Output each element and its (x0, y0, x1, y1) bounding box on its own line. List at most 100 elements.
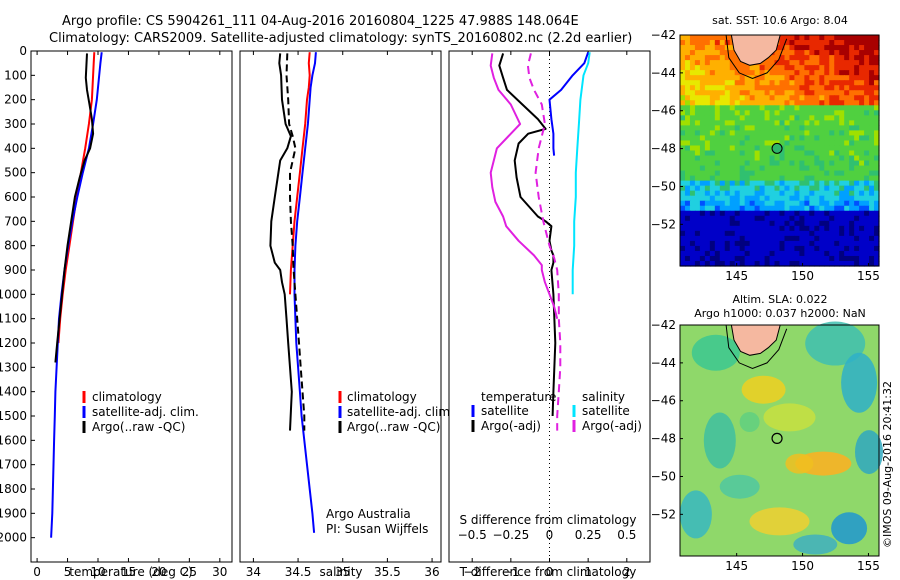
sst-cell (719, 185, 726, 192)
sst-cell (804, 165, 810, 172)
sst-cell (789, 200, 796, 207)
sst-cell (759, 185, 766, 192)
sst-cell (824, 240, 830, 247)
sst-cell (714, 205, 721, 212)
sst-cell (729, 255, 736, 262)
sst-cell (684, 250, 691, 257)
sst-cell (749, 200, 756, 207)
sst-cell (804, 185, 810, 192)
sst-cell (724, 155, 731, 162)
sst-cell (859, 100, 865, 106)
sst-cell (829, 105, 835, 111)
sst-cell (804, 100, 810, 106)
sst-cell (734, 185, 741, 192)
sst-cell (729, 95, 736, 101)
sst-cell (844, 165, 850, 172)
sst-cell (689, 200, 696, 207)
sst-cell (724, 115, 731, 121)
sst-cell (754, 185, 761, 192)
sst-cell (839, 80, 845, 86)
sst-cell (824, 105, 830, 111)
sst-cell (680, 85, 686, 91)
sst-cell (789, 260, 796, 267)
sst-cell (814, 50, 820, 56)
sst-cell (809, 40, 815, 46)
sst-cell (854, 60, 860, 66)
sst-cell (854, 200, 860, 207)
sst-cell (864, 145, 870, 152)
sst-cell (799, 110, 805, 116)
sst-cell (784, 225, 791, 232)
x2-tick-label: 0.25 (575, 528, 602, 542)
sst-cell (809, 145, 815, 152)
sst-cell (794, 65, 800, 71)
sst-cell (874, 190, 880, 197)
sst-cell (869, 145, 875, 152)
sst-cell (794, 240, 800, 247)
sst-cell (724, 255, 731, 262)
sst-cell (749, 90, 756, 96)
sst-cell (744, 250, 751, 257)
sst-cell (849, 95, 855, 101)
sst-cell (774, 215, 781, 222)
sst-cell (854, 215, 860, 222)
series-line-3 (489, 53, 559, 319)
sst-cell (769, 155, 776, 162)
sst-cell (864, 250, 870, 257)
sst-cell (689, 85, 696, 91)
sst-cell (719, 150, 726, 157)
sst-cell (774, 205, 781, 212)
lat-tick-label: −44 (651, 66, 676, 80)
sst-cell (739, 125, 746, 132)
sst-cell (694, 155, 701, 162)
sst-cell (689, 165, 696, 172)
sst-cell (724, 215, 731, 222)
sst-map-panel: sat. SST: 10.6 Argo: 8.04 145 150 155−42−4… (651, 14, 880, 283)
sst-cell (680, 245, 686, 252)
x-tick-label: 15 (121, 565, 136, 579)
sst-cell (854, 100, 860, 106)
sst-cell (819, 90, 825, 96)
sst-cell (784, 50, 791, 56)
sst-cell (739, 195, 746, 202)
header-title-line2: Climatology: CARS2009. Satellite-adjuste… (49, 31, 632, 46)
sst-cell (689, 95, 696, 101)
sst-cell (739, 175, 746, 182)
series-line-3 (285, 53, 306, 431)
sst-cell (754, 235, 761, 242)
sst-cell (749, 175, 756, 182)
y-tick-label: 1200 (0, 336, 27, 350)
sst-cell (729, 120, 736, 126)
sst-cell (684, 130, 691, 137)
sst-cell (789, 215, 796, 222)
sst-cell (799, 115, 805, 121)
sst-cell (739, 60, 746, 66)
y-tick-label: 700 (4, 214, 27, 228)
sst-cell (719, 240, 726, 247)
sst-cell (729, 155, 736, 162)
sst-cell (749, 180, 756, 187)
sst-cell (754, 150, 761, 157)
sst-cell (774, 190, 781, 197)
sst-cell (739, 220, 746, 227)
sst-cell (689, 195, 696, 202)
sst-cell (849, 225, 855, 232)
sst-cell (799, 50, 805, 56)
sst-cell (684, 205, 691, 212)
sst-cell (729, 130, 736, 137)
sst-cell (699, 105, 706, 111)
sst-cell (869, 135, 875, 142)
sst-cell (699, 245, 706, 252)
sst-cell (869, 200, 875, 207)
sst-cell (859, 135, 865, 142)
sst-cell (764, 190, 771, 197)
sst-cell (869, 195, 875, 202)
sst-cell (814, 155, 820, 162)
sst-cell (859, 50, 865, 56)
sst-cell (844, 95, 850, 101)
sst-cell (729, 105, 736, 111)
sst-cell (689, 100, 696, 106)
sst-cell (839, 65, 845, 71)
sst-cell (869, 205, 875, 212)
sst-cell (839, 165, 845, 172)
